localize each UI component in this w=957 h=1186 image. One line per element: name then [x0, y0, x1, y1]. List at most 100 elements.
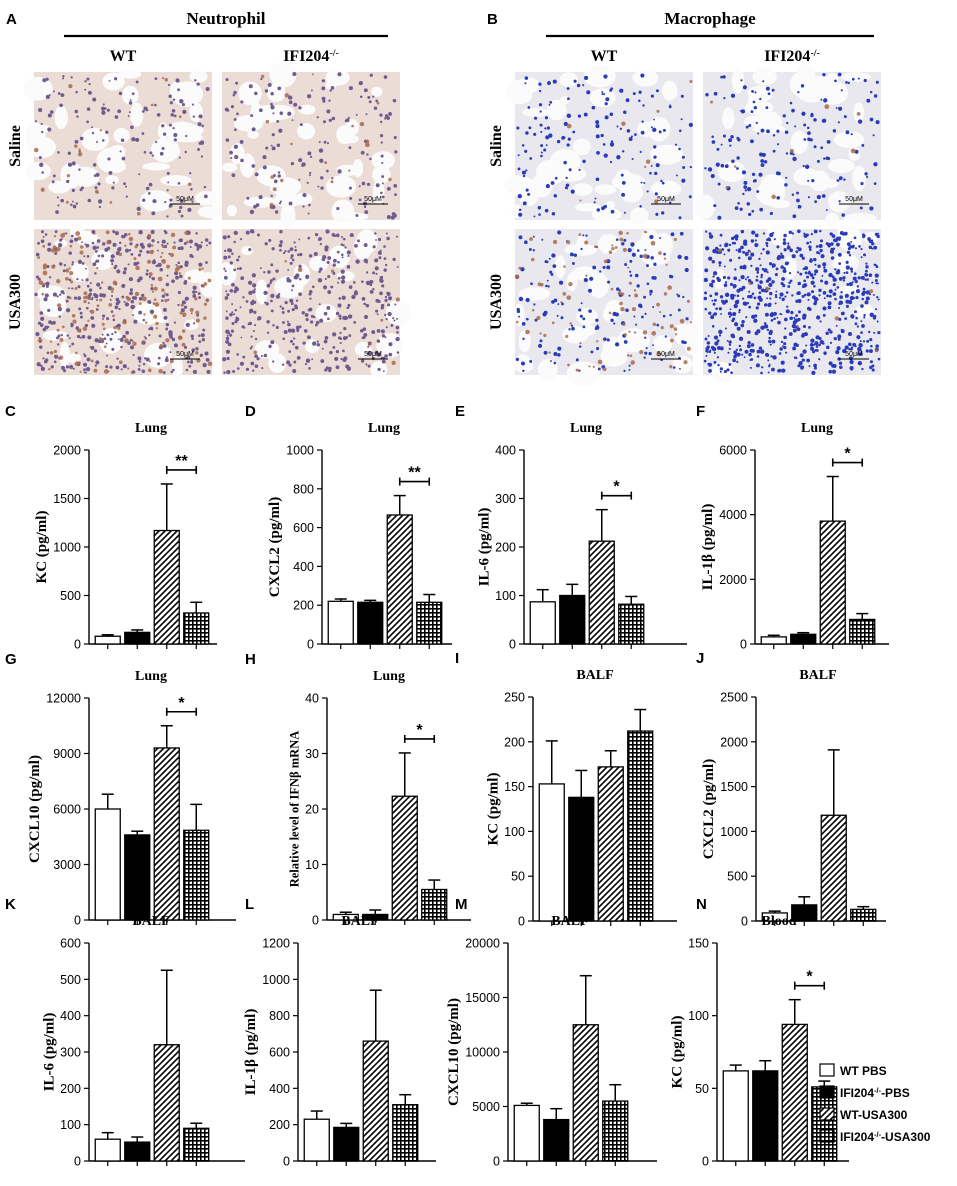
bar	[362, 1040, 389, 1162]
bar-chart-I: I BALF 0 50 100 150 200 250 KC (pg/ml)	[455, 650, 677, 929]
chart-title: BALF	[576, 668, 613, 683]
legend-label: IFI204-/--USA300	[840, 1130, 931, 1145]
bar	[327, 600, 354, 645]
micrograph: 50μM	[693, 63, 881, 227]
micrograph: 50μM	[23, 69, 226, 220]
y-tick-label: 0	[312, 914, 319, 928]
bar	[543, 1118, 570, 1162]
column-label: IFI204-/-	[283, 48, 339, 66]
y-tick-label: 12000	[46, 692, 81, 706]
bar	[153, 747, 180, 921]
histology-panel-A: A Neutrophil WT IFI204-/- Saline 50μM 50μM USA3…	[6, 9, 412, 381]
legend-item: IFI204-/--PBS	[819, 1085, 910, 1101]
bar	[357, 601, 384, 645]
y-tick-label: 0	[74, 638, 81, 652]
bar	[760, 636, 787, 645]
bar	[94, 808, 121, 921]
row-label: USA300	[488, 274, 505, 330]
bar	[819, 520, 846, 645]
y-tick-label: 0	[518, 915, 525, 929]
bar	[386, 514, 413, 645]
y-tick-label: 200	[504, 735, 525, 749]
y-axis-label: KC (pg/ml)	[669, 1016, 685, 1089]
bar-chart-M: M BALF 0 5000 10000 15000 20000 CXCL10 (pg/ml)	[446, 896, 657, 1169]
y-tick-label: 20000	[465, 937, 500, 951]
bar	[94, 1138, 121, 1162]
y-tick-label: 0	[74, 1155, 81, 1169]
y-tick-label: 100	[504, 825, 525, 839]
significance-label: *	[613, 479, 620, 496]
y-tick-label: 100	[688, 1009, 709, 1023]
micrograph: 50μM	[217, 229, 412, 378]
y-tick-label: 2000	[719, 573, 747, 587]
panel-letter: G	[5, 651, 17, 668]
row-label: Saline	[7, 125, 24, 167]
micrograph: 50μM	[703, 222, 881, 383]
chart-title: Lung	[135, 669, 167, 684]
y-tick-label: 10000	[465, 1046, 500, 1060]
y-tick-label: 150	[504, 780, 525, 794]
bar	[153, 1044, 180, 1162]
bar	[183, 1127, 210, 1162]
panel-letter: M	[455, 896, 468, 913]
y-tick-label: 1000	[720, 825, 748, 839]
bar	[618, 603, 645, 645]
y-tick-label: 100	[60, 1118, 81, 1132]
significance-label: **	[175, 453, 188, 470]
scale-bar-label: 50μM	[845, 196, 863, 203]
y-tick-label: 500	[60, 589, 81, 603]
bar	[538, 783, 565, 922]
bar-chart-F: F Lung 0 2000 4000 6000 IL-1β (pg/ml) *	[696, 403, 889, 652]
bar-chart-G: G Lung 0 3000 6000 9000 12000 CXCL10 (pg/ml) *	[5, 651, 236, 928]
y-axis-label: IL-6 (pg/ml)	[476, 508, 492, 587]
y-tick-label: 600	[269, 1046, 290, 1060]
y-axis-label: CXCL2 (pg/ml)	[267, 497, 283, 597]
significance-label: *	[806, 969, 813, 986]
y-axis-label: IL-6 (pg/ml)	[41, 1013, 57, 1092]
bar	[559, 594, 586, 645]
panel-letter: C	[5, 403, 16, 420]
bar-chart-C: C Lung 0 500 1000 1500 2000 KC (pg/ml) **	[5, 403, 217, 652]
y-tick-label: 200	[269, 1118, 290, 1132]
micrograph: 50μM	[34, 223, 218, 381]
y-tick-label: 6000	[719, 444, 747, 458]
bar	[529, 601, 556, 645]
y-tick-label: 500	[60, 973, 81, 987]
bar	[513, 1104, 540, 1162]
chart-title: Lung	[801, 421, 833, 436]
bar-chart-K: K BALF 0 100 200 300 400 500 600 IL-6 (pg/ml)	[5, 896, 245, 1169]
y-tick-label: 30	[305, 747, 319, 761]
histology-section: A Neutrophil WT IFI204-/- Saline 50μM 50μM USA3…	[6, 9, 881, 387]
column-label: WT	[110, 48, 137, 65]
y-tick-label: 2500	[720, 691, 748, 705]
y-tick-label: 0	[509, 638, 516, 652]
micrograph: 50μM	[513, 229, 699, 387]
histology-panel-B: B Macrophage WT IFI204-/- Saline 50μM 50μM USA3…	[487, 9, 881, 387]
significance-label: *	[844, 446, 851, 463]
y-tick-label: 15000	[465, 991, 500, 1005]
y-axis-label: Relative level of IFNβ mRNA	[288, 731, 302, 888]
y-tick-label: 20	[305, 803, 319, 817]
bar	[392, 1104, 419, 1162]
panel-letter: N	[696, 896, 707, 913]
bar-chart-N: N Blood 0 50 100 150 KC (pg/ml) *	[669, 896, 849, 1169]
y-axis-label: IL-1β (pg/ml)	[243, 1009, 259, 1096]
chart-title: Lung	[368, 421, 400, 436]
y-tick-label: 300	[60, 1046, 81, 1060]
bar	[421, 888, 448, 921]
y-tick-label: 400	[495, 444, 516, 458]
legend-item: WT-USA300	[819, 1107, 908, 1122]
y-tick-label: 1000	[262, 973, 290, 987]
bar	[811, 1086, 838, 1162]
bar-chart-J: J BALF 0 500 1000 1500 2000 2500 CXCL2 (pg/ml)	[696, 650, 886, 929]
chart-title: Lung	[373, 669, 405, 684]
y-tick-label: 1500	[53, 492, 81, 506]
y-tick-label: 400	[293, 560, 314, 574]
scale-bar-label: 50μM	[176, 196, 194, 203]
micrograph: 50μM	[503, 64, 693, 225]
scale-bar-label: 50μM	[176, 351, 194, 358]
bar-chart-L: L BALF 0 200 400 600 800 1000 1200 IL-1β (pg/ml)	[243, 896, 436, 1169]
legend-label: IFI204-/--PBS	[840, 1086, 910, 1101]
y-tick-label: 400	[269, 1082, 290, 1096]
